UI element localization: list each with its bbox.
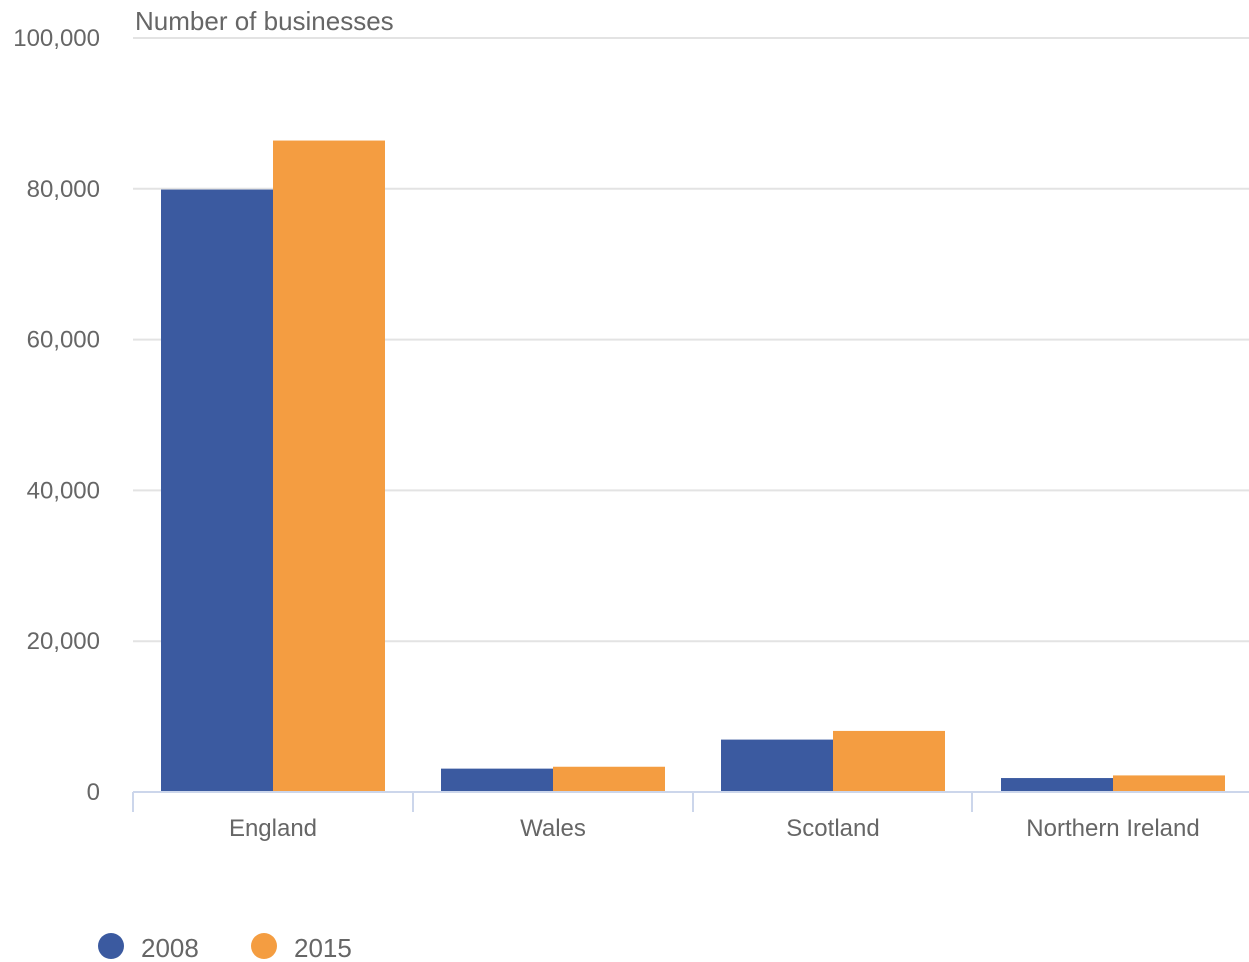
y-tick-label: 0: [87, 779, 100, 806]
y-tick-label: 60,000: [27, 327, 100, 354]
x-tick-label: Scotland: [786, 815, 879, 842]
bars: [161, 140, 1225, 792]
y-tick-label: 40,000: [27, 477, 100, 504]
bar-wales-2015: [553, 766, 665, 792]
legend-swatch-2015: [251, 933, 277, 959]
y-tick-label: 100,000: [13, 25, 100, 52]
y-tick-label: 20,000: [27, 628, 100, 655]
bar-wales-2008: [441, 768, 553, 792]
legend: 2008 2015: [98, 933, 352, 962]
legend-label: 2015: [294, 933, 352, 962]
x-tick-label: Wales: [520, 815, 586, 842]
x-tick-label: England: [229, 815, 317, 842]
x-axis: [132, 791, 1249, 812]
legend-label: 2008: [141, 933, 199, 962]
y-axis-label: Number of businesses: [135, 6, 394, 36]
x-axis-ticks: England Wales Scotland Northern Ireland: [229, 815, 1200, 842]
bar-england-2008: [161, 189, 273, 792]
x-tick-label: Northern Ireland: [1026, 815, 1199, 842]
bar-england-2015: [273, 140, 385, 792]
y-axis-ticks: 0 20,000 40,000 60,000 80,000 100,000: [13, 25, 100, 806]
y-tick-label: 80,000: [27, 176, 100, 203]
bar-scotland-2008: [721, 739, 833, 792]
bar-scotland-2015: [833, 730, 945, 792]
bar-northern-ireland-2008: [1001, 778, 1113, 792]
legend-swatch-2008: [98, 933, 124, 959]
bar-northern-ireland-2015: [1113, 775, 1225, 792]
